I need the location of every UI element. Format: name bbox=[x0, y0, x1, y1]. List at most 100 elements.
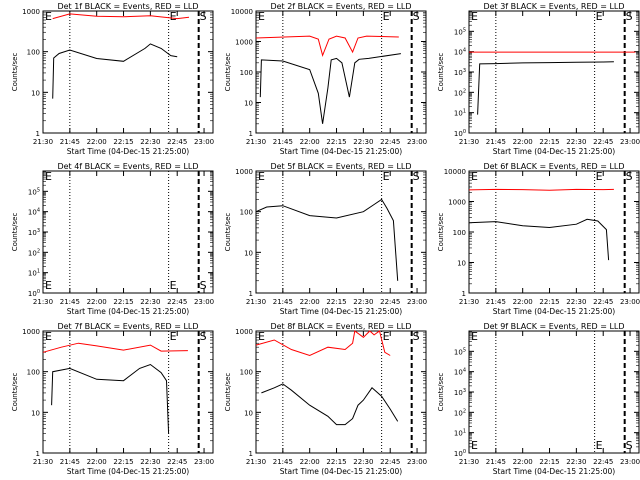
event-marker-label: S bbox=[626, 439, 633, 452]
x-tick-label: 22:00 bbox=[513, 298, 533, 306]
event-marker-label: S bbox=[626, 10, 633, 23]
y-tick-label: 105 bbox=[454, 27, 466, 36]
x-tick-label: 22:00 bbox=[513, 138, 533, 146]
event-marker-label: S bbox=[413, 330, 420, 343]
plot-frame bbox=[255, 170, 427, 294]
events-series-line bbox=[255, 198, 399, 281]
x-tick-label: 22:00 bbox=[87, 138, 107, 146]
plot-frame bbox=[468, 10, 640, 134]
event-marker-label: E bbox=[258, 10, 265, 23]
y-tick-label: 1 bbox=[36, 450, 40, 458]
y-tick-label: 1000 bbox=[22, 8, 40, 16]
event-marker-label: E bbox=[45, 170, 52, 183]
event-marker-label: S bbox=[200, 279, 207, 292]
y-tick-label: 101 bbox=[28, 269, 40, 278]
lld-series-line bbox=[468, 188, 614, 191]
detector-panel: Det 4f BLACK = Events, RED = LLD E E S E 100 1… bbox=[11, 162, 214, 316]
x-tick-label: 22:00 bbox=[300, 298, 320, 306]
x-tick-label: 22:30 bbox=[353, 298, 373, 306]
x-tick-label: 21:30 bbox=[459, 458, 479, 466]
y-tick-label: 101 bbox=[454, 429, 466, 438]
x-tick-label: 22:45 bbox=[593, 458, 613, 466]
y-tick-label: 1 bbox=[462, 290, 466, 298]
y-tick-label: 10 bbox=[31, 89, 40, 97]
y-axis-label: Counts/sec bbox=[437, 53, 445, 92]
x-tick-label: 22:45 bbox=[167, 138, 187, 146]
x-tick-label: 23:00 bbox=[407, 298, 427, 306]
y-tick-label: 105 bbox=[454, 347, 466, 356]
detector-panel: Det 9f BLACK = Events, RED = LLD E E S E 100 1… bbox=[437, 322, 640, 476]
event-marker-label: E bbox=[45, 279, 52, 292]
x-tick-label: 21:30 bbox=[246, 458, 266, 466]
x-axis-label: Start Time (04-Dec-15 21:25:00) bbox=[280, 467, 402, 476]
x-tick-label: 22:15 bbox=[326, 298, 346, 306]
events-series-line bbox=[468, 218, 610, 261]
x-tick-label: 21:30 bbox=[33, 458, 53, 466]
y-tick-label: 1 bbox=[249, 450, 253, 458]
x-tick-label: 21:45 bbox=[486, 458, 506, 466]
x-tick-label: 21:45 bbox=[60, 298, 80, 306]
x-axis-label: Start Time (04-Dec-15 21:25:00) bbox=[67, 307, 189, 316]
x-tick-label: 21:45 bbox=[486, 138, 506, 146]
x-tick-label: 21:30 bbox=[459, 138, 479, 146]
x-tick-label: 23:00 bbox=[620, 298, 640, 306]
event-marker-label: E bbox=[471, 10, 478, 23]
event-marker-label: E bbox=[471, 330, 478, 343]
y-tick-label: 100 bbox=[454, 129, 466, 138]
x-tick-label: 23:00 bbox=[407, 458, 427, 466]
x-tick-label: 21:30 bbox=[33, 298, 53, 306]
x-tick-label: 21:45 bbox=[60, 138, 80, 146]
x-tick-label: 21:45 bbox=[273, 298, 293, 306]
lld-series-line bbox=[52, 13, 190, 20]
x-tick-label: 22:30 bbox=[566, 298, 586, 306]
x-tick-label: 22:30 bbox=[140, 138, 160, 146]
y-tick-label: 103 bbox=[28, 228, 40, 237]
x-tick-label: 21:45 bbox=[273, 458, 293, 466]
y-tick-label: 102 bbox=[454, 408, 466, 417]
event-marker-label: E bbox=[170, 330, 177, 343]
event-marker-label: S bbox=[626, 170, 633, 183]
x-tick-label: 22:00 bbox=[300, 458, 320, 466]
y-tick-label: 102 bbox=[454, 88, 466, 97]
x-tick-label: 22:30 bbox=[140, 458, 160, 466]
y-tick-label: 1000 bbox=[235, 328, 253, 336]
y-tick-label: 102 bbox=[28, 248, 40, 257]
plot-frame bbox=[255, 10, 427, 134]
y-tick-label: 1000 bbox=[448, 199, 466, 207]
x-tick-label: 23:00 bbox=[407, 138, 427, 146]
x-tick-label: 22:30 bbox=[353, 458, 373, 466]
event-marker-label: E bbox=[596, 170, 603, 183]
y-tick-label: 10 bbox=[31, 409, 40, 417]
event-marker-label: E bbox=[45, 330, 52, 343]
panel-title: Det 7f BLACK = Events, RED = LLD bbox=[57, 322, 198, 331]
x-axis-label: Start Time (04-Dec-15 21:25:00) bbox=[280, 307, 402, 316]
x-tick-label: 22:15 bbox=[539, 298, 559, 306]
event-marker-label: S bbox=[413, 10, 420, 23]
x-tick-label: 21:45 bbox=[273, 138, 293, 146]
plot-frame bbox=[255, 330, 427, 454]
y-tick-label: 1 bbox=[249, 130, 253, 138]
y-tick-label: 1 bbox=[36, 130, 40, 138]
y-tick-label: 100 bbox=[240, 369, 253, 377]
x-tick-label: 22:15 bbox=[113, 298, 133, 306]
x-axis-label: Start Time (04-Dec-15 21:25:00) bbox=[493, 307, 615, 316]
y-axis-label: Counts/sec bbox=[437, 373, 445, 412]
y-tick-label: 100 bbox=[453, 229, 466, 237]
x-tick-label: 22:00 bbox=[513, 458, 533, 466]
y-tick-label: 100 bbox=[240, 209, 253, 217]
events-series-line bbox=[259, 53, 401, 124]
panel-title: Det 3f BLACK = Events, RED = LLD bbox=[483, 2, 624, 11]
x-axis-label: Start Time (04-Dec-15 21:25:00) bbox=[280, 147, 402, 156]
x-tick-label: 21:30 bbox=[459, 298, 479, 306]
x-tick-label: 22:15 bbox=[326, 458, 346, 466]
panel-title: Det 9f BLACK = Events, RED = LLD bbox=[483, 322, 624, 331]
y-tick-label: 104 bbox=[454, 48, 466, 57]
y-tick-label: 103 bbox=[454, 68, 466, 77]
event-marker-label: E bbox=[170, 279, 177, 292]
